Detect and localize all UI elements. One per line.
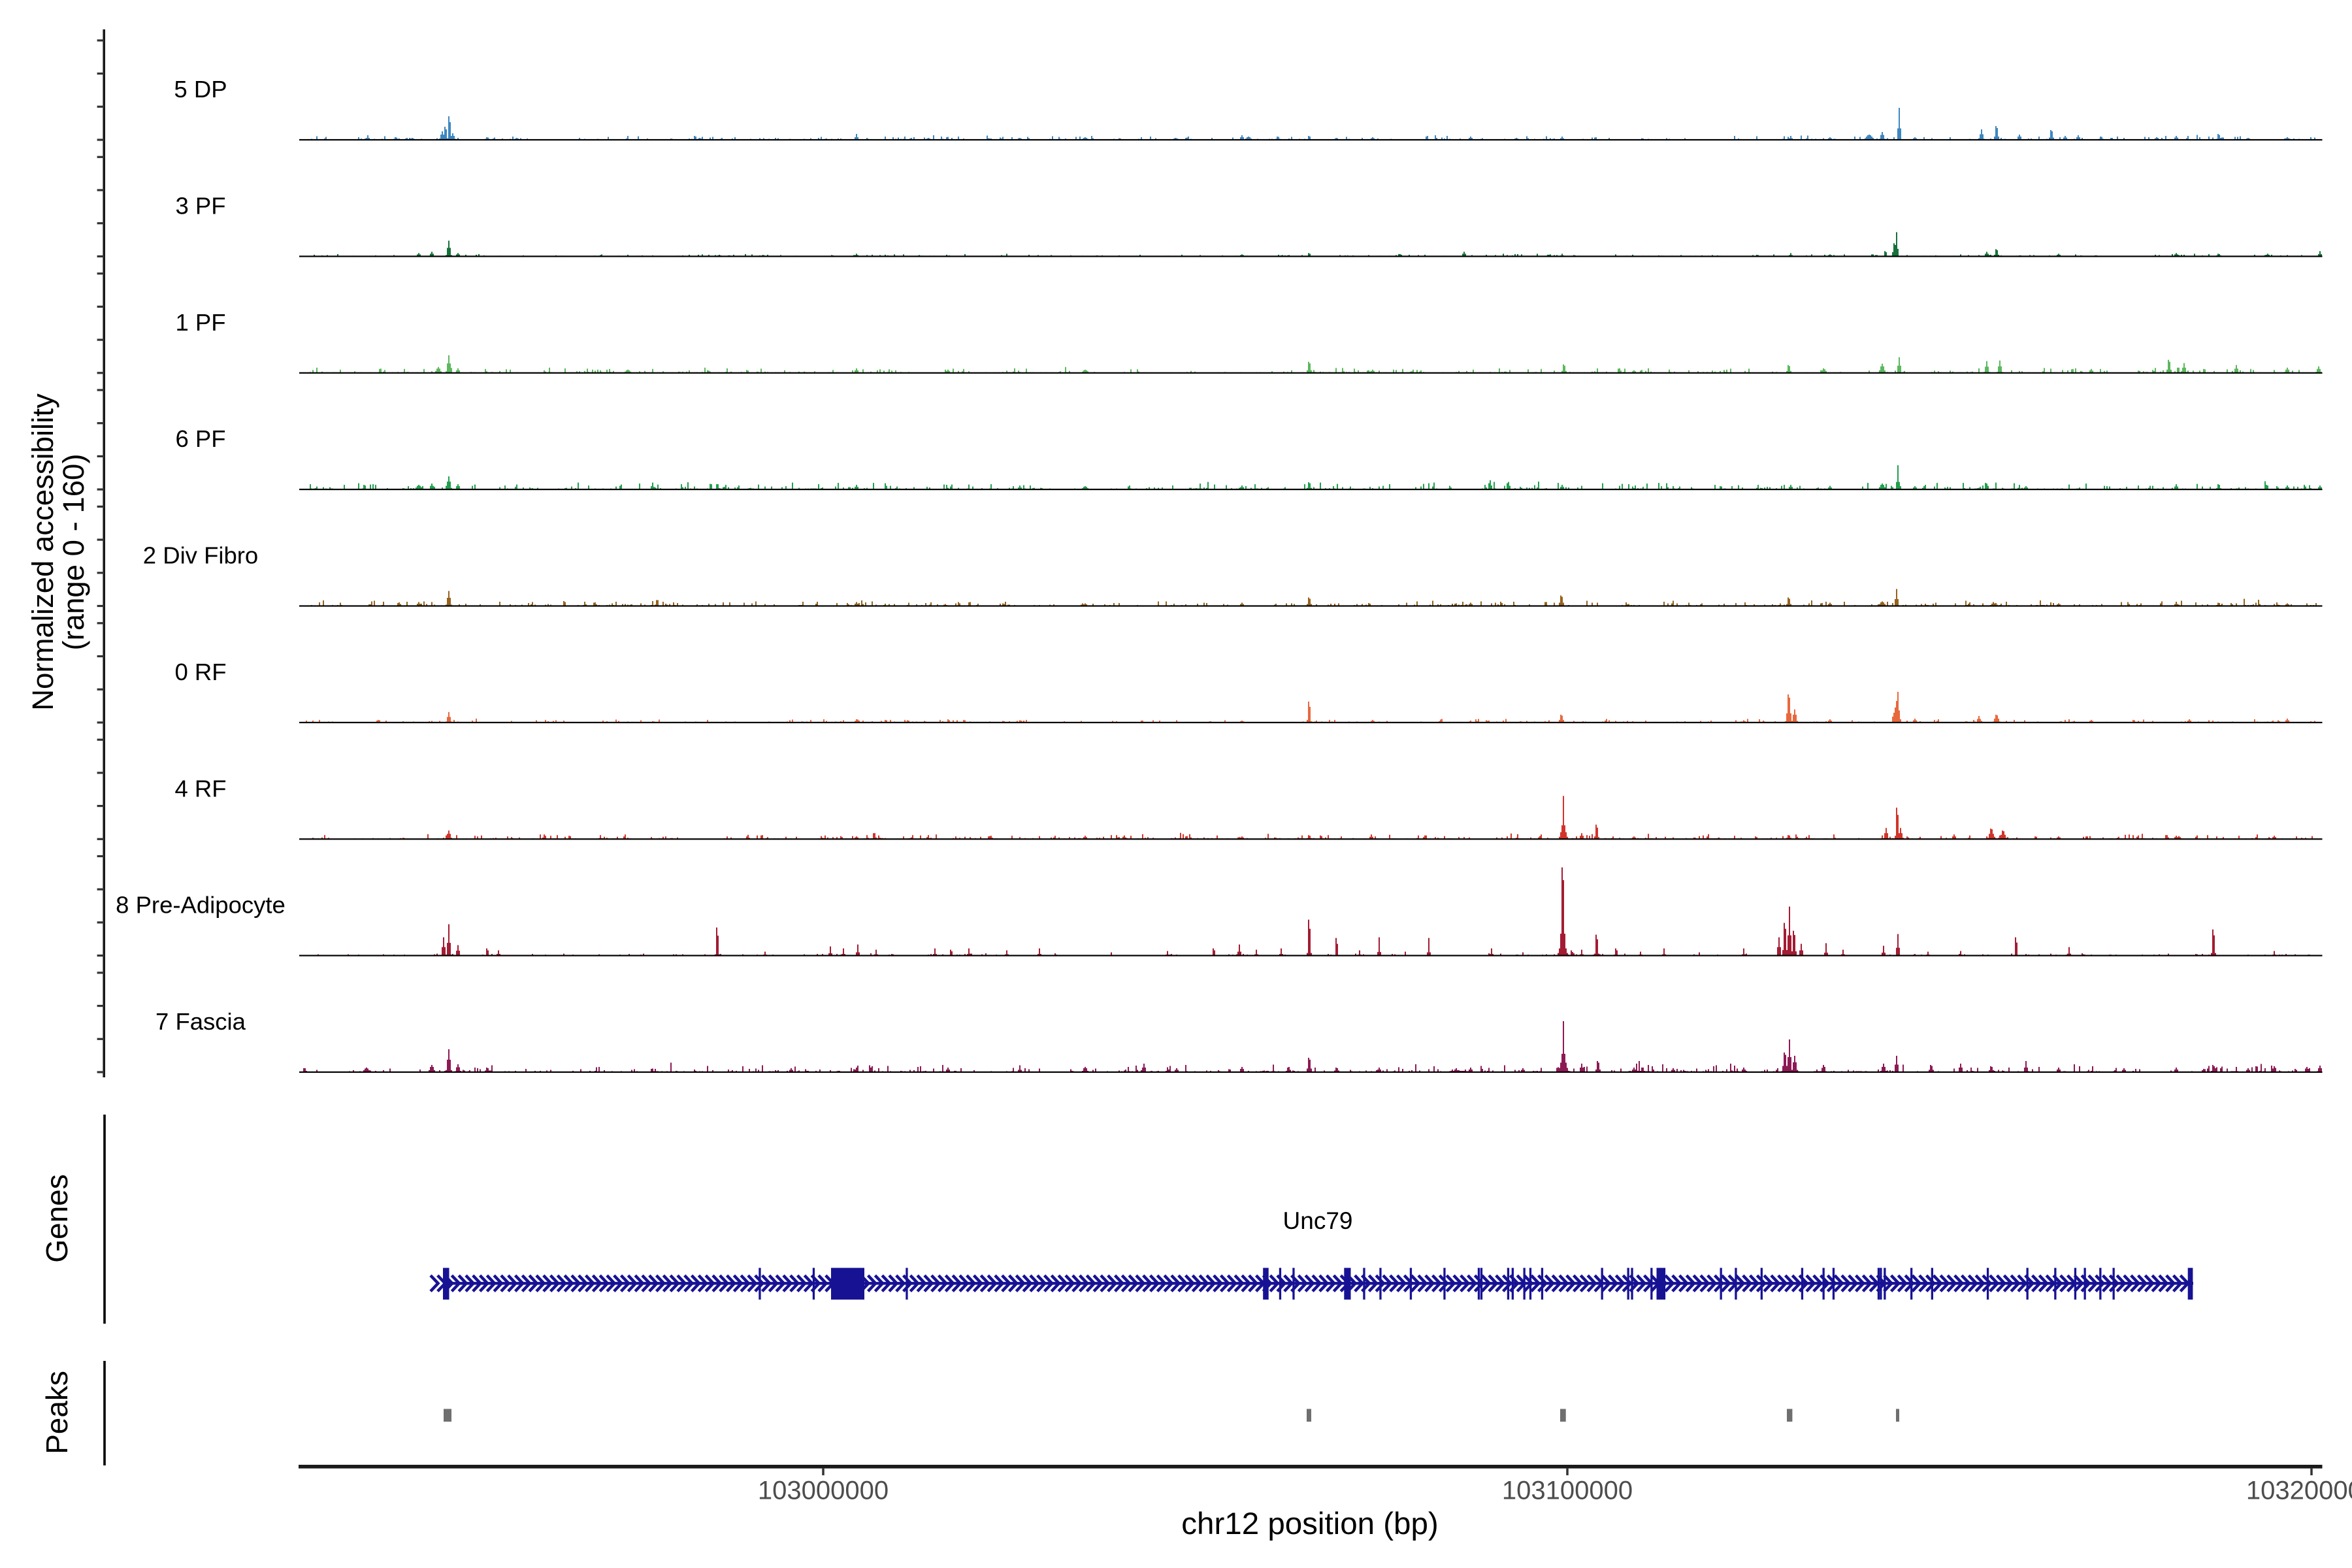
svg-text:1 PF: 1 PF [175, 309, 225, 336]
svg-text:chr12 position (bp): chr12 position (bp) [1181, 1507, 1438, 1541]
svg-text:2 Div Fibro: 2 Div Fibro [143, 542, 258, 569]
svg-text:Genes: Genes [40, 1174, 74, 1263]
svg-text:Peaks: Peaks [40, 1371, 74, 1454]
svg-text:6 PF: 6 PF [175, 425, 225, 452]
svg-text:5 DP: 5 DP [174, 76, 227, 103]
svg-text:7 Fascia: 7 Fascia [155, 1008, 246, 1035]
svg-text:Normalized accessibility: Normalized accessibility [26, 393, 59, 711]
svg-text:103200000: 103200000 [2246, 1476, 2352, 1505]
svg-text:8 Pre-Adipocyte: 8 Pre-Adipocyte [116, 892, 286, 919]
svg-text:(range 0 - 160): (range 0 - 160) [57, 454, 90, 651]
svg-text:Unc79: Unc79 [1283, 1207, 1353, 1234]
svg-text:103000000: 103000000 [758, 1476, 889, 1505]
svg-text:3 PF: 3 PF [175, 192, 225, 219]
svg-text:4 RF: 4 RF [174, 775, 226, 802]
svg-text:0 RF: 0 RF [174, 659, 226, 685]
svg-text:103100000: 103100000 [1502, 1476, 1633, 1505]
